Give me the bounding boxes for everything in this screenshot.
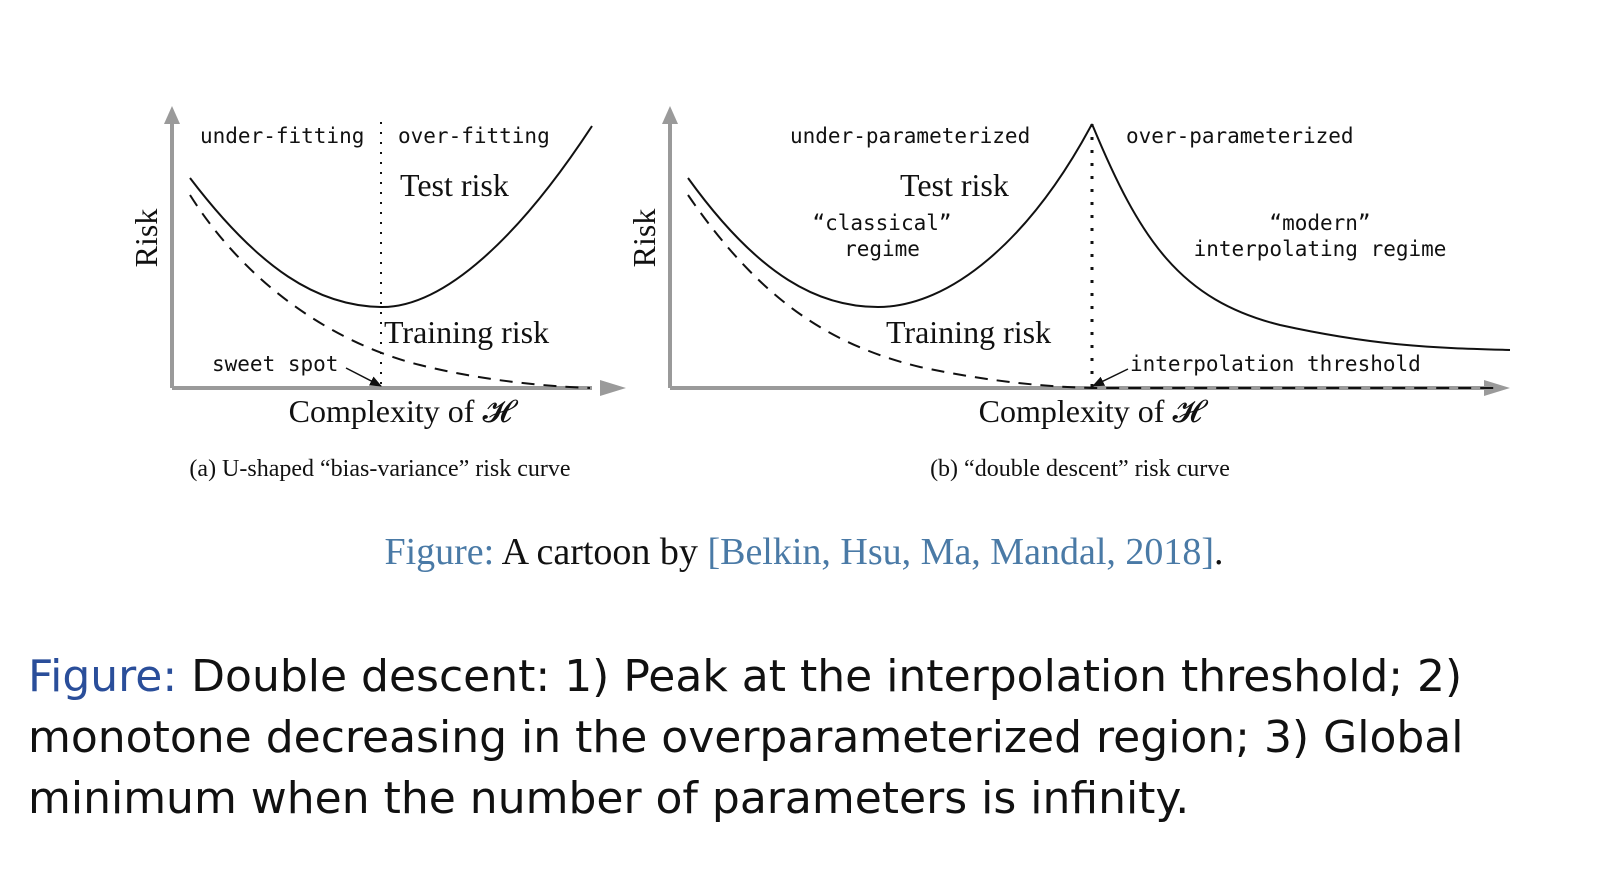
panel-a-training-risk-label: Training risk [384,314,549,350]
caption2-text: Double descent: 1) Peak at the interpola… [28,651,1464,824]
panel-a-test-risk-label: Test risk [400,167,509,203]
panel-a-over-fitting-label: over-fitting [398,124,550,148]
caption1-text: A cartoon by [494,531,708,573]
panel-a-x-label: Complexity of 𝓗 [289,393,519,429]
panel-a-subcaption: (a) U-shaped “bias-variance” risk curve [189,456,570,482]
caption1-prefix: Figure: [384,531,495,573]
panel-a-test-risk-curve [189,125,593,309]
panel-b-y-arrowhead [662,106,678,124]
panel-b-test-risk-modern [1091,123,1511,351]
panel-b-y-label: Risk [626,209,662,268]
panel-b-x-label: Complexity of 𝓗 [979,393,1209,429]
panel-a-y-arrowhead [164,106,180,124]
panel-b-training-risk-label: Training risk [886,314,1051,350]
panel-b-test-risk-label: Test risk [900,167,1009,203]
panel-b-training-risk-curve [687,194,1498,389]
panel-b-subcaption: (b) “double descent” risk curve [930,456,1230,482]
panel-a-sweet-spot-arrow [345,367,382,387]
panel-b-threshold-label: interpolation threshold [1130,352,1421,376]
panel-a-under-fitting-label: under-fitting [200,124,364,148]
figure-caption-cartoon: Figure: A cartoon by [Belkin, Hsu, Ma, M… [0,530,1608,574]
panel-b-under-parameterized-label: under-parameterized [790,124,1030,148]
panel-b: under-parameterized over-parameterized T… [626,106,1511,482]
panel-b-classical-label-line1: “classical” [812,211,951,235]
panel-b-over-parameterized-label: over-parameterized [1126,124,1354,148]
panel-b-classical-label-line2: regime [844,237,920,261]
panel-b-test-risk-classical [687,123,1093,309]
caption1-end: . [1214,531,1224,573]
caption2-prefix: Figure: [28,651,178,702]
panel-a-sweet-spot-label: sweet spot [212,352,338,376]
panel-b-modern-label-line1: “modern” [1269,211,1370,235]
double-descent-diagram: under-fitting over-fitting Test risk Tra… [128,106,1511,482]
panel-a-x-arrowhead [600,380,626,396]
panel-b-x-arrowhead [1484,380,1510,396]
panel-a-y-label: Risk [128,209,164,268]
panel-a-training-risk-curve [189,194,591,389]
panel-b-threshold-arrow [1092,368,1129,387]
panel-b-modern-label-line2: interpolating regime [1194,237,1447,261]
panel-a: under-fitting over-fitting Test risk Tra… [128,106,626,482]
figure-caption-double-descent: Figure: Double descent: 1) Peak at the i… [28,646,1568,829]
caption1-citation[interactable]: [Belkin, Hsu, Ma, Mandal, 2018] [707,531,1215,573]
